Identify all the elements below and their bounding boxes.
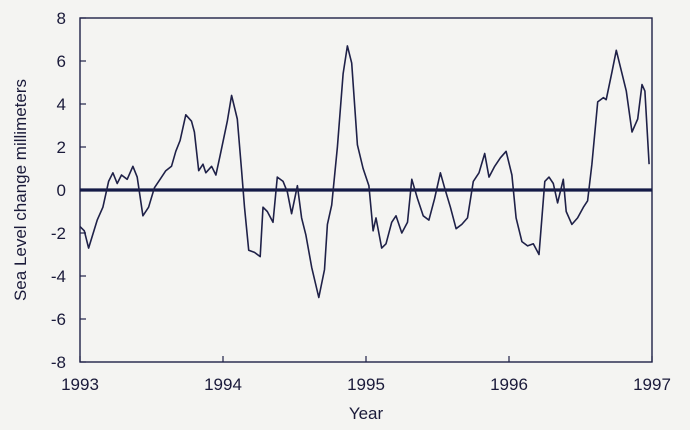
x-tick-label: 1994	[204, 375, 242, 394]
y-tick-label: -2	[51, 224, 66, 243]
y-tick-label: 8	[57, 9, 66, 28]
y-tick-label: -6	[51, 310, 66, 329]
x-tick-label: 1993	[61, 375, 99, 394]
y-tick-label: 6	[57, 52, 66, 71]
y-tick-label: 2	[57, 138, 66, 157]
y-tick-labels: 8 6 4 2 0 -2 -4 -6 -8	[51, 9, 66, 372]
sea-level-series-line	[79, 45, 650, 299]
y-tick-label: 4	[57, 95, 66, 114]
y-tick-label: 0	[57, 181, 66, 200]
x-tick-labels: 1993 1994 1995 1996 1997	[61, 375, 671, 394]
x-tick-label: 1995	[347, 375, 385, 394]
x-tick-label: 1997	[633, 375, 671, 394]
y-axis-title: Sea Level change millimeters	[11, 79, 30, 301]
y-tick-label: -4	[51, 267, 66, 286]
y-tick-label: -8	[51, 353, 66, 372]
x-tick-label: 1996	[490, 375, 528, 394]
x-axis-title: Year	[349, 404, 384, 423]
